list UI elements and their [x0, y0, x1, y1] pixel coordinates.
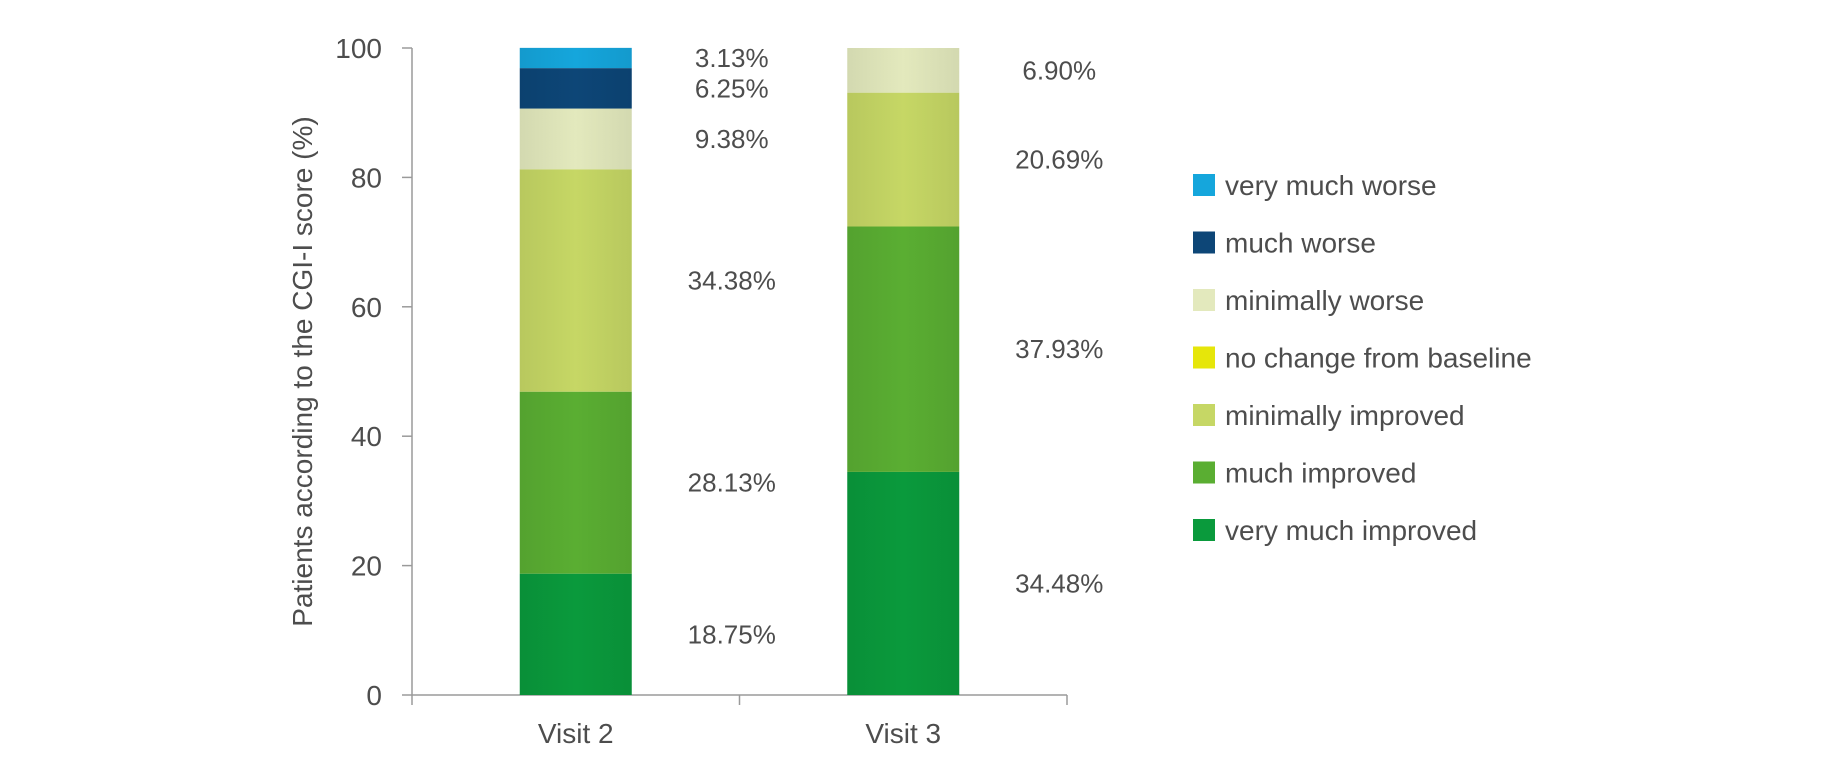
legend-label-no-change-from-baseline: no change from baseline: [1225, 343, 1532, 374]
data-label-minimally-worse-visit-3: 6.90%: [1022, 55, 1096, 85]
bar-segment-minimally-improved-visit-3: [847, 92, 960, 227]
y-tick-label: 40: [351, 421, 382, 452]
y-tick-label: 100: [335, 33, 382, 64]
legend-item-minimally-worse: minimally worse: [1193, 285, 1424, 316]
bar-segment-very-much-worse-visit-2: [519, 47, 632, 69]
legend-label-minimally-improved: minimally improved: [1225, 400, 1465, 431]
legend-label-very-much-improved: very much improved: [1225, 515, 1477, 546]
legend-label-minimally-worse: minimally worse: [1225, 285, 1424, 316]
bar-segment-much-improved-visit-3: [847, 226, 960, 472]
legend-item-very-much-improved: very much improved: [1193, 515, 1477, 546]
bar-segment-very-much-improved-visit-2: [519, 573, 632, 695]
bar-segment-minimally-worse-visit-3: [847, 48, 960, 93]
y-tick-label: 20: [351, 551, 382, 582]
legend-label-much-worse: much worse: [1225, 228, 1376, 259]
y-tick-label: 60: [351, 292, 382, 323]
x-tick-label: Visit 2: [538, 718, 614, 749]
data-label-minimally-improved-visit-3: 20.69%: [1015, 145, 1103, 175]
data-labels: 18.75% 28.13% 34.38% 9.38% 6.25%3.13% 34.48% 3…: [688, 43, 1104, 649]
x-tick-label: Visit 3: [865, 718, 941, 749]
legend-swatch-minimally-worse: [1193, 289, 1215, 311]
data-label-much-improved-visit-2: 28.13%: [688, 468, 776, 498]
legend-item-much-worse: much worse: [1193, 228, 1376, 259]
bar-segment-much-improved-visit-2: [519, 391, 632, 574]
legend-label-very-much-worse: very much worse: [1225, 170, 1437, 201]
y-tick-label: 0: [366, 680, 382, 711]
legend-swatch-very-much-worse: [1193, 174, 1215, 196]
legend-swatch-minimally-improved: [1193, 404, 1215, 426]
bar-segment-minimally-worse-visit-2: [519, 108, 632, 170]
legend-item-no-change-from-baseline: no change from baseline: [1193, 343, 1532, 374]
legend-item-minimally-improved: minimally improved: [1193, 400, 1465, 431]
y-tick-label: 80: [351, 162, 382, 193]
bar-segment-very-much-improved-visit-3: [847, 471, 960, 695]
legend-swatch-very-much-improved: [1193, 519, 1215, 541]
legend-item-much-improved: much improved: [1193, 458, 1416, 489]
y-axis-title: Patients according to the CGI-I score (%…: [287, 116, 318, 626]
legend-item-very-much-worse: very much worse: [1193, 170, 1437, 201]
bar-segment-much-worse-visit-2: [519, 68, 632, 109]
data-label-much-worse-visit-2: 6.25%: [695, 73, 769, 103]
bar-segment-minimally-improved-visit-2: [519, 169, 632, 392]
legend-swatch-much-improved: [1193, 461, 1215, 484]
legend-swatch-no-change-from-baseline: [1193, 346, 1215, 369]
data-label-very-much-worse-visit-2: 3.13%: [695, 43, 769, 73]
data-label-very-much-improved-visit-3: 34.48%: [1015, 568, 1103, 598]
legend-swatch-much-worse: [1193, 231, 1215, 254]
data-label-minimally-improved-visit-2: 34.38%: [688, 265, 776, 295]
legend-label-much-improved: much improved: [1225, 458, 1416, 489]
data-label-very-much-improved-visit-2: 18.75%: [688, 619, 776, 649]
y-axis-title-group: Patients according to the CGI-I score (%…: [287, 116, 318, 626]
legend: very much worse much worse minimally worse…: [1193, 170, 1532, 546]
axes: 0 20 40 60 80 100 Visit 2 Visit 3: [335, 33, 1068, 749]
bars: [519, 47, 960, 695]
data-label-much-improved-visit-3: 37.93%: [1015, 334, 1103, 364]
data-label-minimally-worse-visit-2: 9.38%: [695, 124, 769, 154]
